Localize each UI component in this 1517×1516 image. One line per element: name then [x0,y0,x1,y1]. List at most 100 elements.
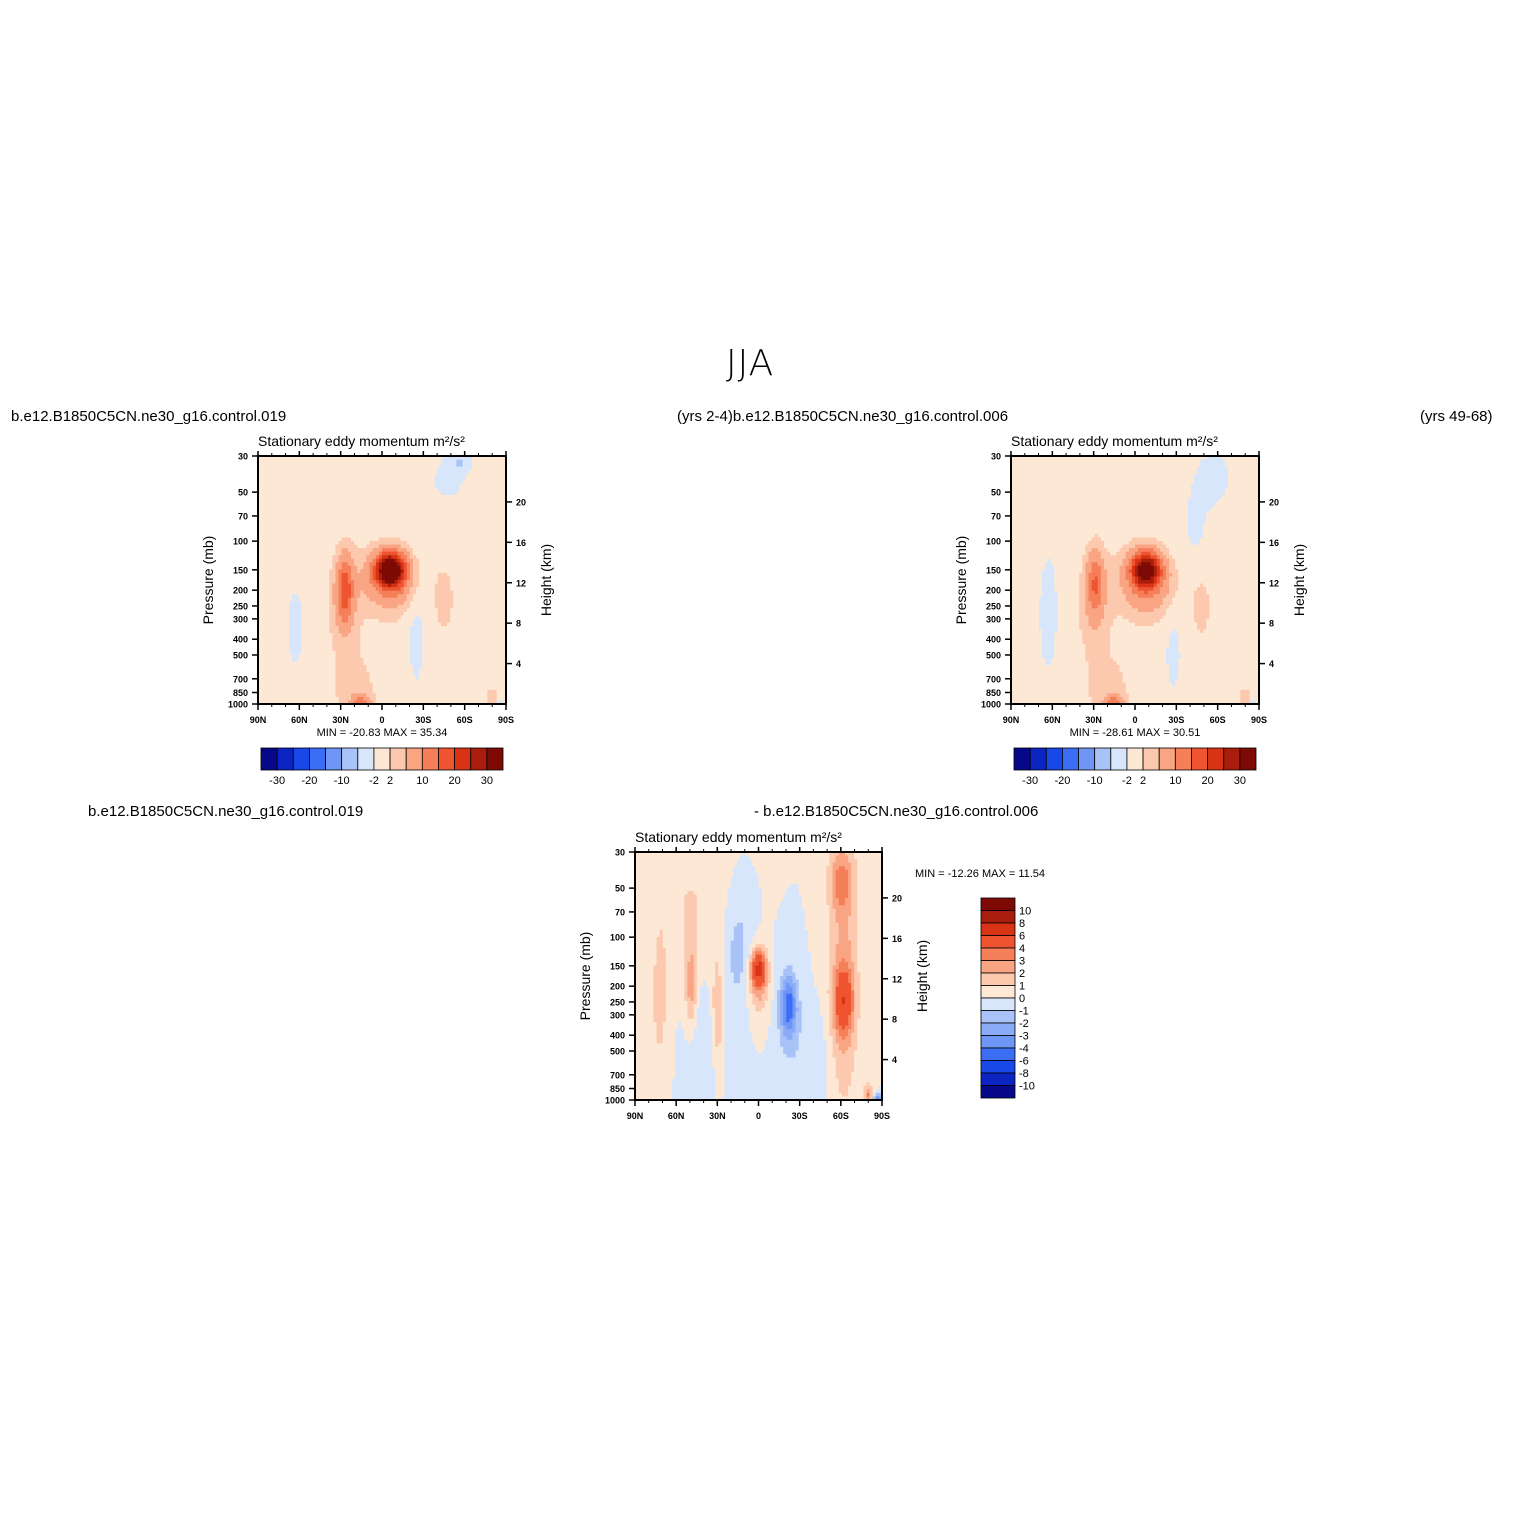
field-cell [366,665,371,670]
field-cell [388,569,392,574]
field-cell [258,558,262,563]
field-cell [316,551,321,556]
field-cell [323,463,327,468]
field-cell [428,473,433,478]
field-cell [388,601,392,606]
field-cell [316,689,321,694]
field-cell [326,657,330,663]
field-cell [431,654,436,659]
field-cell [453,530,457,535]
field-cell [406,491,411,496]
field-cell [282,682,287,687]
field-cell [354,509,358,514]
field-cell [468,608,473,613]
field-cell [310,700,315,705]
field-cell [419,526,423,531]
field-cell [347,562,352,567]
field-cell [338,601,343,606]
field-cell [304,555,309,560]
field-cell [475,494,479,500]
field-cell [416,633,420,638]
field-cell [332,689,337,694]
field-cell [397,611,402,617]
field-cell [413,650,417,655]
field-cell [363,487,368,493]
field-cell [338,569,343,574]
field-cell [413,643,417,648]
field-cell [261,526,265,531]
field-cell [422,487,426,493]
field-cell [295,590,299,595]
field-cell [471,661,476,666]
field-cell [419,466,423,471]
field-cell [406,487,411,493]
field-cell [453,597,457,602]
field-cell [335,686,340,691]
field-cell [276,594,281,599]
field-cell [261,597,265,602]
field-cell [406,569,411,574]
field-cell [354,675,358,680]
field-cell [459,491,464,496]
field-cell [440,668,445,673]
field-cell [422,650,426,655]
field-cell [285,654,290,659]
field-cell [347,530,352,535]
field-cell [400,572,405,578]
field-cell [289,657,293,663]
field-cell [270,562,275,567]
field-cell [363,533,368,539]
field-cell [413,512,417,517]
field-cell [422,572,426,578]
field-cell [409,604,414,609]
field-cell [434,502,439,507]
field-cell [444,565,448,570]
field-cell [323,516,327,521]
field-cell [468,622,473,627]
field-cell [316,672,321,677]
field-cell [453,519,457,524]
field-cell [292,682,296,687]
field-cell [428,590,433,595]
field-cell [258,583,262,588]
field-cell [475,679,479,684]
field-cell [388,640,392,645]
field-cell [478,519,482,524]
field-cell [375,601,380,606]
field-cell [344,456,349,461]
field-cell [453,580,457,585]
field-cell [282,611,287,617]
field-cell [276,533,281,539]
field-cell [440,679,445,684]
field-cell [440,463,445,468]
field-cell [440,618,445,624]
field-cell [434,541,439,546]
field-cell [453,604,457,609]
field-cell [422,494,426,500]
field-cell [475,562,479,567]
field-cell [310,597,315,602]
field-cell [459,502,464,507]
field-cell [475,601,479,606]
field-cell [382,682,386,687]
field-cell [276,480,281,485]
field-cell [437,498,442,503]
field-cell [279,590,284,595]
field-cell [422,622,426,627]
field-cell [310,494,315,500]
field-cell [261,679,265,684]
field-cell [344,686,349,691]
field-cell [413,505,417,510]
field-cell [351,647,355,652]
field-cell [456,530,461,535]
field-cell [295,555,299,560]
field-cell [267,665,271,670]
field-cell [437,463,442,468]
field-cell [344,636,349,641]
field-cell [413,572,417,578]
field-cell [276,555,281,560]
field-cell [419,597,423,602]
field-cell [388,512,392,517]
field-cell [329,480,333,485]
field-cell [378,533,383,539]
